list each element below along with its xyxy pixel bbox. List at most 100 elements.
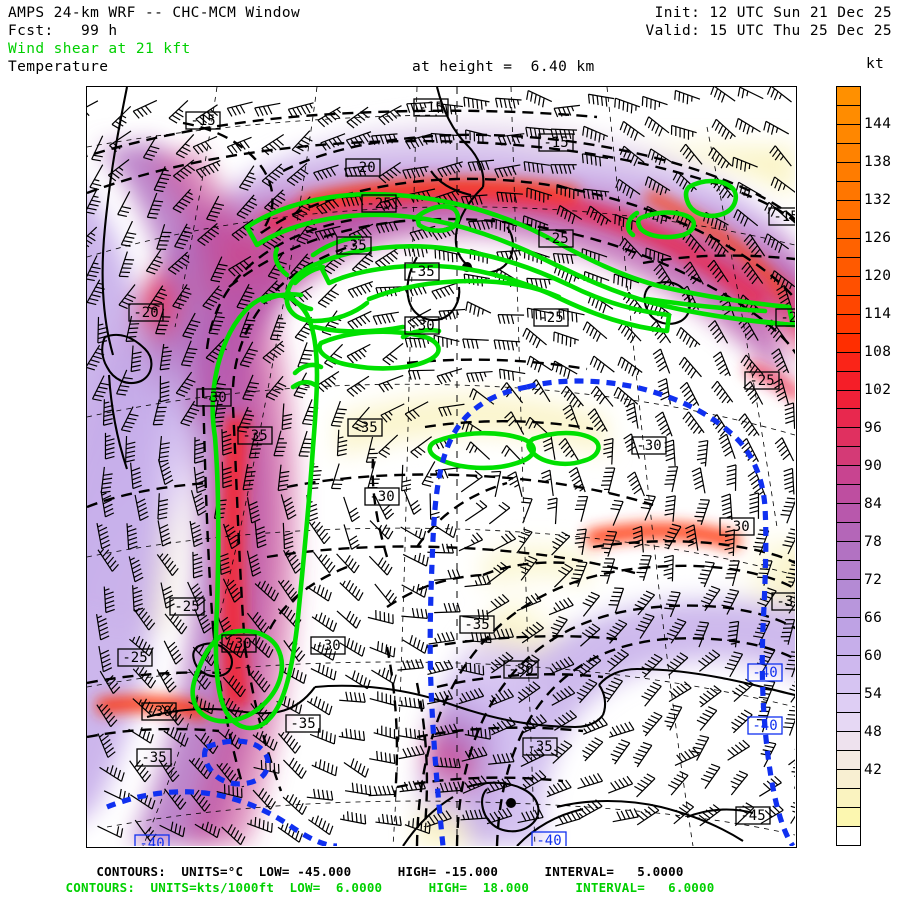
wind-barb xyxy=(152,399,167,426)
wind-barb xyxy=(644,116,670,137)
wind-barb xyxy=(87,226,98,248)
wind-barb xyxy=(367,610,394,625)
wind-barb xyxy=(789,680,795,703)
wind-barb xyxy=(749,492,760,519)
contour-label-text: -30 xyxy=(409,318,434,334)
wind-barb xyxy=(219,638,245,659)
wind-barb xyxy=(708,147,733,169)
wind-barb xyxy=(347,310,372,330)
wind-barb xyxy=(641,653,663,678)
wind-barb xyxy=(343,524,360,550)
wind-barb xyxy=(771,348,790,374)
wind-barb xyxy=(91,375,110,402)
contour-label-box xyxy=(128,303,164,322)
wind-barb xyxy=(498,368,526,381)
contour-label-text: -20 xyxy=(350,160,375,176)
wind-barb xyxy=(467,159,495,172)
colorbar-cell xyxy=(837,712,860,732)
colorbar-cell xyxy=(837,561,860,581)
wind-barb xyxy=(612,808,639,823)
colorbar-cell xyxy=(837,181,860,201)
wind-barb xyxy=(790,801,795,824)
wind-barb xyxy=(421,461,436,487)
wind-barb xyxy=(222,578,242,603)
contour-label-text: -25 xyxy=(174,599,199,615)
contour-label-text: -40 xyxy=(752,665,777,681)
colorbar-cell xyxy=(837,333,860,353)
wind-barb xyxy=(608,775,634,794)
wind-barb xyxy=(336,553,360,574)
contour-label-box xyxy=(538,133,574,152)
wind-barb xyxy=(128,726,154,744)
wind-barb xyxy=(132,99,158,119)
wind-barb xyxy=(167,251,190,275)
wind-barb xyxy=(239,341,258,368)
wind-barb xyxy=(159,821,186,838)
contour-label-text: -25 xyxy=(543,231,568,247)
wind-barb xyxy=(731,709,753,734)
wind-barb xyxy=(783,709,795,736)
wind-barb xyxy=(780,497,795,524)
wind-barb xyxy=(374,248,399,270)
wind-barb xyxy=(346,106,369,129)
colorbar-cell xyxy=(837,750,860,770)
contour-label-box xyxy=(459,615,495,634)
colorbar-tick-label: 60 xyxy=(864,648,883,664)
colorbar-cell xyxy=(837,807,860,827)
wind-barb xyxy=(99,670,121,694)
contour-label-box xyxy=(744,371,780,390)
wind-barb xyxy=(707,259,729,283)
wind-barb xyxy=(574,495,589,522)
colorbar-cell xyxy=(837,523,860,543)
contour-label-text: -15 xyxy=(190,113,215,129)
wind-barb xyxy=(547,497,558,525)
map-panel[interactable]: -15-15-15-20-15-25-25-20-35-35-20-30-25-… xyxy=(86,86,797,848)
wind-barb xyxy=(590,385,614,407)
contour-label-text: -30 xyxy=(636,438,661,454)
colorbar-tick-label: 126 xyxy=(864,230,892,246)
colorbar-tick-labels: 144 138 132 126 120 114 108 102 96 90 84 78 72 66 60 54… xyxy=(864,86,900,846)
wind-barb xyxy=(782,528,795,555)
wind-barb xyxy=(461,746,488,762)
wind-barb xyxy=(346,375,370,397)
wind-barb xyxy=(555,810,581,827)
wind-barb xyxy=(156,224,172,250)
wind-barb xyxy=(525,126,552,138)
wind-barb xyxy=(674,89,701,105)
wind-barb xyxy=(338,728,366,742)
wind-barb xyxy=(195,159,221,179)
colorbar-cell xyxy=(837,87,860,106)
wind-barb xyxy=(582,591,600,617)
wind-barb xyxy=(111,105,132,130)
wind-barb xyxy=(351,406,370,432)
wind-barb xyxy=(97,825,124,839)
wind-barb xyxy=(613,273,640,290)
wind-barb xyxy=(525,416,550,436)
wind-barb xyxy=(311,759,338,777)
wind-barb xyxy=(738,413,760,437)
wind-barb xyxy=(320,133,346,151)
wind-barb xyxy=(587,93,615,107)
contour-label-text: -25 xyxy=(749,373,774,389)
wind-barb xyxy=(192,551,203,579)
wind-barb xyxy=(378,374,404,393)
wind-barb xyxy=(221,824,246,846)
wind-barb xyxy=(617,356,643,377)
wind-barb xyxy=(269,314,286,341)
wind-barb xyxy=(526,90,553,108)
wind-barb xyxy=(206,195,225,222)
contour-label-box xyxy=(196,388,232,407)
wind-barb xyxy=(125,315,140,343)
colorbar[interactable] xyxy=(836,86,861,846)
wind-barb xyxy=(345,670,371,690)
contour-label-text: -30 xyxy=(315,638,340,654)
contour-label-text: -45 xyxy=(740,808,765,824)
wind-barb xyxy=(246,816,273,833)
contour-label-box xyxy=(404,262,440,281)
wind-barb xyxy=(682,411,705,434)
wind-barb xyxy=(130,345,142,373)
contour-label-text: -30 xyxy=(369,489,394,505)
contour-label-text: -40 xyxy=(139,836,164,846)
wind-barb xyxy=(174,223,193,250)
wind-barb xyxy=(108,159,130,182)
